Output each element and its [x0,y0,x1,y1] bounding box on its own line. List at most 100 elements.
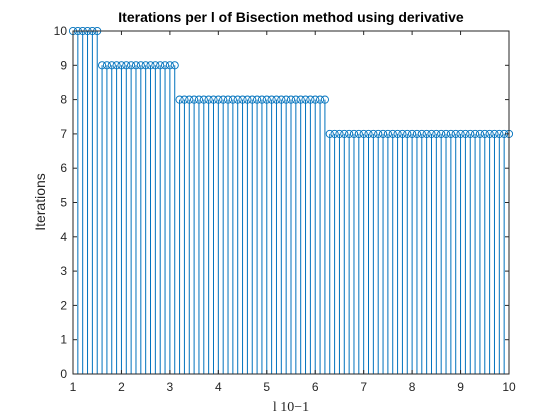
stem-marker [349,129,359,138]
stem-marker [272,95,281,104]
x-tick-label: 7 [360,380,367,394]
stem-marker [262,95,271,104]
stem-marker [495,129,504,138]
stems-layer [72,31,510,374]
stem-marker [165,61,174,70]
stem-marker [233,95,242,104]
y-axis-label: Iterations [32,173,48,231]
stem-marker [480,129,489,138]
stem-marker [485,129,494,138]
stem-marker [471,129,480,138]
y-tick-label: 0 [60,367,67,381]
x-tick-label: 8 [409,380,416,394]
stem-marker [180,95,189,104]
stem-marker [354,129,363,138]
stem-marker [204,95,213,104]
stem-marker [330,129,339,138]
stem-marker [369,129,378,138]
stem-marker [490,129,499,138]
stem-marker [296,95,305,104]
markers-layer [68,26,514,138]
stem-marker [277,95,286,104]
stem-marker [432,129,441,138]
stem-marker [190,95,199,104]
stem-marker [427,129,436,138]
stem-marker [393,129,402,138]
stem-marker [301,95,310,104]
plot-frame [72,30,510,375]
stem-marker [253,95,262,104]
stem-marker [403,129,412,138]
stem-marker [286,95,296,104]
stem-marker [160,61,170,70]
stem-marker [170,61,179,70]
stem-marker [199,95,208,104]
y-tick-label: 4 [60,230,67,244]
stem-marker [475,129,484,138]
stem-marker [374,129,383,138]
stem-marker [267,95,276,104]
y-tick-label: 10 [54,24,68,38]
x-tick-label: 9 [457,380,464,394]
x-tick-label: 1 [70,380,77,394]
stem-marker [466,129,475,138]
x-tick-label: 10 [502,380,516,394]
stem-marker [228,95,237,104]
stem-marker [117,61,126,70]
stem-marker [456,129,465,138]
stem-marker [335,129,344,138]
stem-marker [412,129,422,138]
x-tick-label: 4 [215,380,222,394]
stem-marker [282,95,291,104]
stem-marker [306,95,315,104]
stem-marker [219,95,228,104]
stem-marker [122,61,131,70]
stem-marker [98,61,107,70]
stem-marker [316,95,325,104]
x-axis-label: l 10−1 [273,400,309,415]
stem-marker [223,95,233,104]
stem-marker [175,95,184,104]
stem-marker [151,61,160,70]
stem-marker [257,95,266,104]
stem-marker [378,129,388,138]
stem-marker [185,95,194,104]
stem-marker [451,129,460,138]
stem-marker [146,61,155,70]
y-tick-label: 2 [60,298,67,312]
y-tick-label: 3 [60,264,67,278]
y-tick-label: 1 [60,333,67,347]
stem-marker [112,61,121,70]
stem-marker [141,61,150,70]
stem-marker [408,129,417,138]
stem-marker [325,129,334,138]
stem-marker [398,129,407,138]
stem-marker [243,95,252,104]
x-tick-label: 6 [312,380,319,394]
stem-marker [461,129,470,138]
stem-marker [194,95,204,104]
stem-marker [156,61,165,70]
stem-marker [248,95,257,104]
stem-marker [320,95,329,104]
stem-marker [136,61,145,70]
y-tick-label: 8 [60,93,67,107]
stem-marker [107,61,116,70]
y-tick-label: 6 [60,161,67,175]
y-tick-label: 5 [60,196,67,210]
stem-marker [417,129,426,138]
x-tick-label: 2 [118,380,125,394]
stem-marker [345,129,354,138]
stem-marker [102,61,111,70]
stem-marker [383,129,392,138]
y-tick-label: 9 [60,58,67,72]
stem-marker [291,95,300,104]
stem-marker [131,61,141,70]
stem-marker [446,129,455,138]
stem-marker [340,129,349,138]
chart-title: Iterations per l of Bisection method usi… [118,9,464,25]
stem-marker [209,95,218,104]
stem-marker [359,129,368,138]
